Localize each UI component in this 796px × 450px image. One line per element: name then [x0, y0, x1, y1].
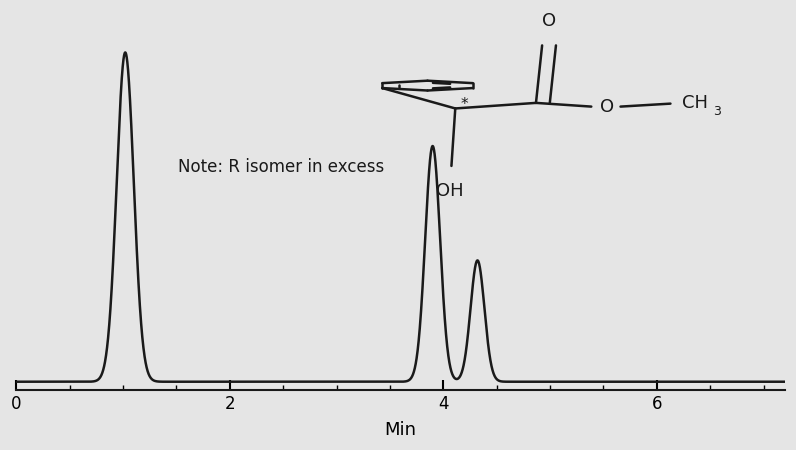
Text: O: O — [599, 98, 614, 116]
Text: CH: CH — [682, 94, 708, 112]
Text: OH: OH — [436, 181, 464, 199]
Text: *: * — [461, 97, 468, 112]
Text: Note: R isomer in excess: Note: R isomer in excess — [178, 158, 384, 176]
Text: 3: 3 — [712, 105, 720, 118]
X-axis label: Min: Min — [384, 421, 416, 439]
Text: O: O — [542, 12, 556, 30]
